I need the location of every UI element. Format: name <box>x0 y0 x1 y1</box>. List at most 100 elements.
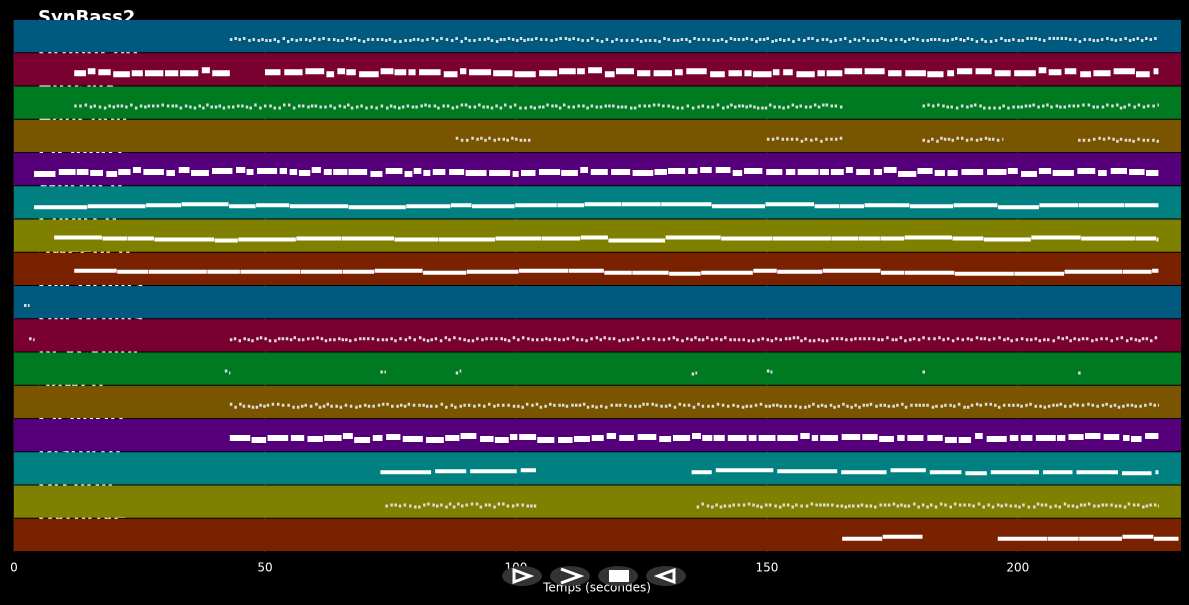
note <box>690 338 693 342</box>
note <box>608 104 611 108</box>
note <box>701 502 704 506</box>
note <box>1042 39 1046 42</box>
note <box>544 404 547 408</box>
note <box>787 38 790 41</box>
note <box>439 339 443 343</box>
note <box>605 38 609 41</box>
play-button[interactable] <box>502 566 542 586</box>
note <box>292 106 296 110</box>
note <box>409 39 412 42</box>
note <box>84 103 88 107</box>
note <box>764 106 768 110</box>
note <box>935 404 938 408</box>
note <box>483 404 486 408</box>
note <box>783 69 793 76</box>
note <box>797 169 819 175</box>
note <box>937 103 940 107</box>
note <box>574 403 578 407</box>
note <box>1087 103 1091 107</box>
note <box>711 404 715 408</box>
note <box>1076 470 1118 475</box>
note <box>700 167 712 173</box>
note <box>236 104 240 108</box>
note <box>651 402 654 406</box>
note <box>385 168 403 174</box>
note <box>968 503 971 507</box>
note <box>242 404 246 408</box>
note <box>904 235 952 240</box>
note <box>998 106 1001 110</box>
note <box>509 105 512 109</box>
note <box>412 403 416 407</box>
note <box>1152 138 1155 142</box>
note <box>432 169 446 175</box>
note <box>648 39 652 42</box>
note <box>238 237 296 242</box>
rewind-button[interactable] <box>646 566 686 586</box>
note <box>858 337 862 341</box>
note <box>864 203 910 208</box>
note-range <box>229 37 1157 43</box>
note <box>486 105 489 109</box>
note <box>1047 338 1050 342</box>
note <box>901 402 904 406</box>
note <box>493 404 496 408</box>
note <box>390 337 393 341</box>
note <box>860 503 864 507</box>
note <box>523 39 526 42</box>
note <box>1048 37 1051 40</box>
note <box>883 503 887 507</box>
note <box>1110 503 1113 507</box>
note <box>686 68 707 75</box>
forward-button[interactable] <box>550 566 590 586</box>
note <box>917 168 933 174</box>
note <box>618 403 622 407</box>
note <box>180 70 199 77</box>
note <box>34 205 88 210</box>
note <box>198 104 202 108</box>
note <box>841 470 887 475</box>
note <box>1101 503 1105 507</box>
note <box>553 337 557 341</box>
note <box>426 339 430 343</box>
note <box>355 105 359 109</box>
note <box>296 236 342 241</box>
note <box>842 536 883 541</box>
note <box>384 370 386 374</box>
note <box>966 105 969 109</box>
note-range <box>922 136 1004 143</box>
note <box>611 40 614 43</box>
note <box>782 503 786 507</box>
note <box>715 503 718 507</box>
note <box>455 37 458 40</box>
note <box>238 339 242 343</box>
note <box>440 402 444 406</box>
note <box>1126 403 1129 407</box>
note <box>165 70 179 77</box>
note <box>385 338 389 342</box>
note <box>349 38 353 41</box>
note <box>372 404 375 408</box>
note <box>413 338 416 342</box>
note <box>899 336 903 340</box>
note <box>1081 236 1135 241</box>
note <box>444 336 448 340</box>
note <box>538 105 541 109</box>
note <box>1092 39 1096 42</box>
note-range <box>455 369 462 375</box>
note <box>404 338 408 342</box>
note <box>808 404 811 408</box>
note <box>457 502 460 506</box>
note <box>768 103 772 107</box>
note <box>989 40 993 43</box>
note <box>711 204 765 209</box>
note <box>1054 504 1057 508</box>
note <box>497 502 501 506</box>
note <box>834 104 838 108</box>
note <box>416 38 420 41</box>
note-range <box>380 468 537 475</box>
note <box>1153 536 1179 541</box>
note <box>1029 402 1032 406</box>
stop-button[interactable] <box>598 566 638 586</box>
note <box>955 106 959 110</box>
